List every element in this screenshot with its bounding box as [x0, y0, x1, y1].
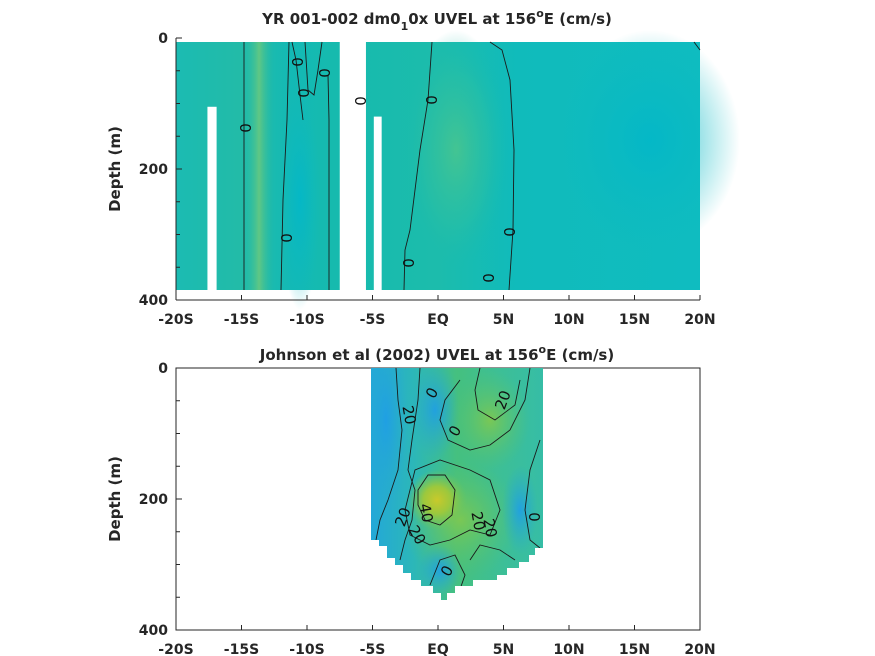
top-contour-label: 0: [501, 227, 519, 237]
bottom-y-tick-label: 200: [139, 492, 168, 508]
top-field-southern-cyan: [280, 90, 320, 310]
chart-top-contours: [243, 41, 701, 291]
top-contour-line: [489, 41, 515, 291]
bottom-contour-line: [417, 474, 456, 526]
chart-top: YR 001-002 dm010x UVEL at 156oE (cm/s): [106, 7, 740, 328]
bottom-field-core: [407, 470, 467, 530]
bottom-contour-line: [375, 368, 403, 541]
top-x-tick-label: 20N: [684, 312, 715, 328]
top-y-tick-label: 400: [139, 293, 168, 309]
top-field-gap: [373, 116, 382, 290]
bottom-x-tick-label: -10S: [289, 642, 324, 656]
bottom-contour-line: [439, 368, 531, 451]
bottom-field-blue-east: [502, 465, 538, 555]
bottom-field-blue-west: [371, 368, 408, 515]
top-field-gap: [207, 106, 217, 291]
top-field-northern-cyan: [560, 30, 740, 250]
top-y-axis-label: Depth (m): [106, 126, 124, 212]
top-contour-label: 0: [237, 123, 255, 133]
bottom-contour-label: 20: [479, 517, 500, 539]
top-contour-line: [291, 41, 304, 121]
top-contour-label: 0: [400, 258, 418, 268]
bottom-contour-label: 40: [415, 502, 436, 524]
bottom-x-tick-label: 20N: [684, 642, 715, 656]
bottom-contour-line: [399, 368, 421, 561]
top-x-tick-label: -5S: [360, 312, 386, 328]
bottom-x-tick-label: EQ: [427, 642, 449, 656]
bottom-contour-line: [524, 439, 541, 549]
chart-bottom: Johnson et al (2002) UVEL at 156oE (cm/s…: [106, 343, 716, 656]
chart-bottom-contour-labels: 0 20 0 20 20 40 20 20 20 0 0: [391, 384, 544, 579]
top-y-tick-label: 0: [158, 31, 168, 47]
bottom-x-tick-label: 15N: [619, 642, 650, 656]
bottom-x-tick-label: 10N: [553, 642, 584, 656]
bottom-field-green-upper: [450, 370, 530, 470]
top-x-tick-label: EQ: [427, 312, 449, 328]
bottom-y-tick-label: 400: [139, 623, 168, 639]
bottom-contour-line: [404, 459, 501, 546]
chart-bottom-field: 0 20 0 20 20 40 20 20 20 0 0: [371, 368, 544, 600]
bottom-y-axis-label: Depth (m): [106, 456, 124, 542]
chart-top-contour-labels: 0 0 0 0 0 0 0 0 0 0: [237, 57, 519, 283]
chart-bottom-title: Johnson et al (2002) UVEL at 156oE (cm/s…: [259, 343, 614, 364]
top-contour-label: 0: [352, 96, 370, 106]
top-contour-label: 0: [295, 88, 313, 98]
bottom-x-tick-label: -20S: [158, 642, 193, 656]
top-x-tick-label: -20S: [158, 312, 193, 328]
top-field-equatorial-core: [404, 30, 508, 270]
chart-top-title: YR 001-002 dm010x UVEL at 156oE (cm/s): [261, 7, 612, 33]
chart-bottom-contours: [375, 368, 541, 596]
bottom-field-blue-core: [410, 368, 460, 460]
bottom-x-tick-label: -5S: [360, 642, 386, 656]
top-x-tick-label: 5N: [493, 312, 514, 328]
chart-top-field: [176, 30, 740, 310]
bottom-contour-line: [474, 368, 521, 421]
chart-top-axes: -20S -15S -10S -5S EQ 5N 10N 15N 20N 0 200 400 Dep…: [106, 31, 716, 328]
bottom-contour-label: 20: [391, 505, 414, 529]
bottom-contour-label: 20: [491, 388, 514, 412]
bottom-field-blue-south: [418, 545, 462, 595]
bottom-x-tick-label: 5N: [493, 642, 514, 656]
top-contour-line: [693, 41, 701, 51]
bottom-x-tick-label: -15S: [224, 642, 259, 656]
top-x-tick-label: -10S: [289, 312, 324, 328]
top-x-tick-label: -15S: [224, 312, 259, 328]
top-field-gap: [339, 42, 366, 290]
top-y-tick-label: 200: [139, 162, 168, 178]
top-contour-line: [327, 74, 330, 290]
top-contour-line: [403, 41, 433, 291]
bottom-contour-line: [429, 554, 466, 596]
top-contour-line: [304, 41, 323, 96]
top-contour-label: 0: [278, 233, 296, 243]
top-contour-label: 0: [423, 95, 441, 105]
top-contour-label: 0: [289, 57, 307, 67]
top-x-tick-label: 15N: [619, 312, 650, 328]
top-x-tick-label: 10N: [553, 312, 584, 328]
top-field-stripe: [244, 42, 274, 290]
top-contour-label: 0: [480, 273, 498, 283]
top-contour-line: [280, 41, 290, 291]
bottom-contour-label: 20: [398, 404, 419, 426]
bottom-y-tick-label: 0: [158, 361, 168, 377]
bottom-contour-label: 0: [526, 512, 544, 522]
top-contour-label: 0: [316, 68, 334, 78]
bottom-contour-line: [469, 544, 516, 561]
bottom-contour-label: 20: [467, 510, 488, 532]
